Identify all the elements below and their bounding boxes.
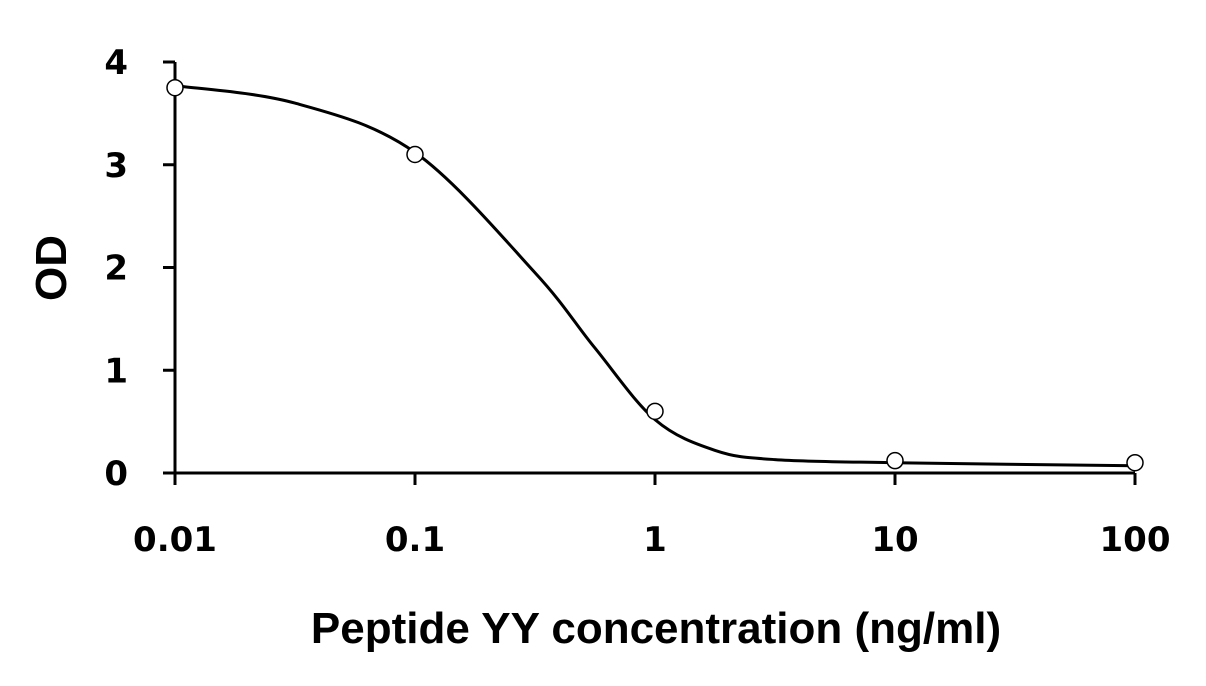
axes: [163, 60, 1137, 485]
x-tick-label: 10: [871, 520, 918, 560]
fit-curve-line: [174, 84, 1136, 468]
x-axis-title: Peptide YY concentration (ng/ml): [311, 604, 1001, 653]
data-point: [166, 78, 184, 97]
y-tick-label: 3: [104, 146, 128, 186]
data-point: [886, 451, 904, 470]
x-tick-label: 100: [1100, 520, 1171, 560]
data-point: [1126, 453, 1144, 472]
y-tick-label: 0: [104, 454, 128, 494]
x-tick-label: 0.1: [385, 520, 445, 560]
fit-curve-layer: [174, 84, 1136, 468]
x-tick-label: 1: [643, 520, 667, 560]
data-point: [646, 402, 664, 421]
tick-labels-layer: 0 1 2 3 4 0.01 0.1 1 10 100: [104, 43, 1170, 560]
y-tick-label: 1: [104, 351, 128, 391]
data-points-layer: [166, 78, 1144, 472]
y-tick-label: 2: [104, 249, 128, 289]
data-point: [406, 145, 424, 164]
x-tick-label: 0.01: [133, 520, 217, 560]
y-tick-label: 4: [104, 43, 128, 83]
y-axis-title: OD: [27, 235, 76, 301]
